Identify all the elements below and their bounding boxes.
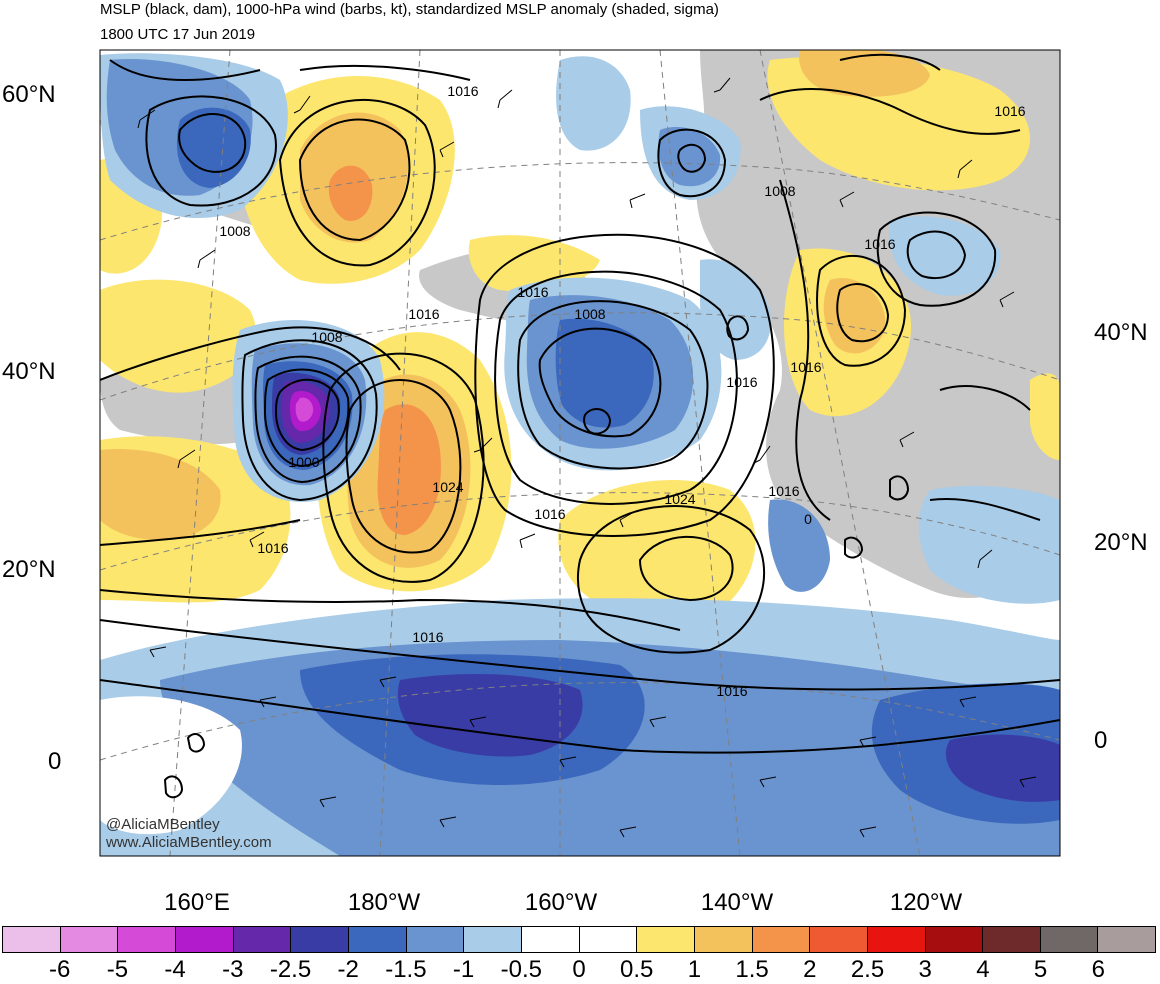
map-valid-time: 1800 UTC 17 Jun 2019 [100,26,256,43]
colorbar-label: -4 [164,956,186,983]
isobar-label: 0 [804,511,812,527]
lat-label-20n: 20°N [2,556,56,583]
colorbar-swatch [925,927,984,952]
isobar-label: 1008 [574,306,605,322]
mslp-isobars [100,53,1060,799]
colorbar-swatch [752,927,811,952]
lon-label-160e: 160°E [164,889,230,916]
lat-label-40n: 40°N [2,358,56,385]
colorbar-label: 1 [687,956,702,983]
map-title: MSLP (black, dam), 1000-hPa wind (barbs,… [100,1,719,18]
isobar-label: 1016 [412,629,443,645]
isobar-label: 1008 [219,223,250,239]
isobar-label: 1016 [716,683,747,699]
lon-label-160w: 160°W [524,889,598,916]
colorbar-label: 1.5 [735,956,769,983]
colorbar-label: 2 [803,956,817,983]
lon-label-120w: 120°W [889,889,963,916]
lat-label-right-40n: 40°N [1094,319,1148,346]
negative-anomaly-shading [100,53,1060,856]
colorbar-label: -3 [222,956,244,983]
colorbar-swatch [3,927,61,952]
colorbar-swatch [521,927,580,952]
colorbar-label: 6 [1091,956,1105,983]
colorbar-label: -5 [106,956,129,983]
isobar-label: 1016 [726,374,757,390]
colorbar-swatch [406,927,465,952]
lat-lon-grid [100,50,1060,856]
isobar-label: 1016 [768,483,799,499]
isobar-label: 1016 [257,540,288,556]
isobar-label: 1000 [288,454,319,470]
lat-label-right-0: 0 [1094,727,1108,754]
isobar-label: 1016 [534,506,565,522]
wind-barbs [137,77,1037,838]
lat-label-0: 0 [48,748,62,775]
colorbar-label: 4 [976,956,990,983]
colorbar-swatch [175,927,234,952]
lon-label-140w: 140°W [700,889,774,916]
lon-label-180w: 180°W [347,889,421,916]
colorbar-swatch [348,927,407,952]
isobar-label: 1016 [864,236,895,252]
isobar-label: 1016 [994,103,1025,119]
isobar-label: 1016 [447,83,478,99]
colorbar-swatch [694,927,753,952]
colorbar-swatch [464,927,522,952]
colorbar-label: -1.5 [385,956,427,983]
colorbar-swatch [233,927,292,952]
credit-website: www.AliciaMBentley.com [106,834,272,851]
colorbar-label: 5 [1033,956,1048,983]
isobar-label: 1016 [790,359,821,375]
colorbar-label: -1 [452,956,475,983]
isobar-label: 1008 [764,183,795,199]
isobar-label: 1008 [311,329,342,345]
colorbar-swatch [60,927,119,952]
colorbar-swatch [1098,927,1156,952]
colorbar-swatch [983,927,1041,952]
lat-label-60n: 60°N [2,81,56,108]
colorbar-label: 0.5 [620,956,654,983]
colorbar-swatch [118,927,176,952]
lat-label-right-20n: 20°N [1094,529,1148,556]
colorbar-label: 2.5 [850,956,885,983]
map-frame [99,49,1061,857]
colorbar-label: -6 [49,956,71,983]
colorbar-label: -2.5 [269,956,312,983]
credit-handle: @AliciaMBentley [106,816,220,833]
colorbar-swatch [291,927,349,952]
colorbar-label: -2 [337,956,359,983]
isobar-label: 1016 [408,306,439,322]
colorbar-swatch [810,927,868,952]
isobar-label: 1016 [517,284,548,300]
colorbar-swatch [579,927,638,952]
isobar-label-group: 1016 1008 1016 1016 1016 1008 1008 1016 … [219,83,1025,699]
colorbar-label: -0.5 [500,956,542,983]
isobar-label: 1024 [432,479,463,495]
isobar-label: 1024 [664,491,695,507]
colorbar-swatch [867,927,926,952]
colorbar-swatch [637,927,695,952]
anomaly-colorbar [2,926,1156,953]
colorbar-label: 3 [918,956,932,983]
colorbar-swatch [1040,927,1099,952]
colorbar-label: 0 [572,956,586,983]
